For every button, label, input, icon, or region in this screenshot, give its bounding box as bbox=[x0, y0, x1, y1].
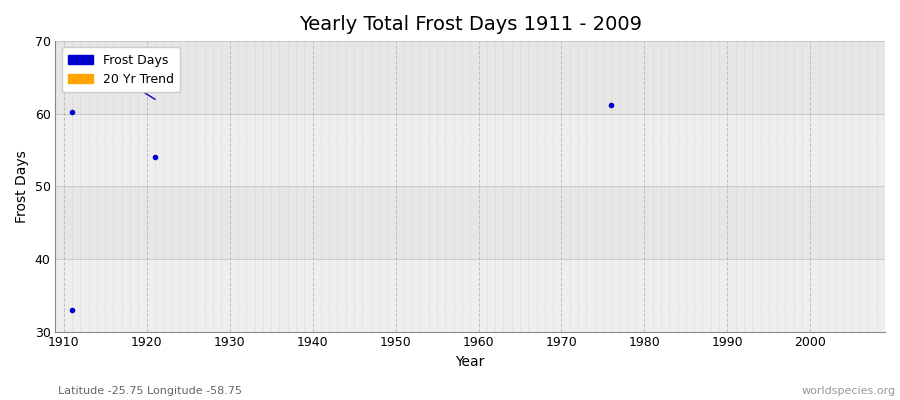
Point bbox=[65, 108, 79, 115]
Bar bbox=[56, 114, 885, 186]
Text: worldspecies.org: worldspecies.org bbox=[801, 386, 896, 396]
Point bbox=[65, 306, 79, 313]
Title: Yearly Total Frost Days 1911 - 2009: Yearly Total Frost Days 1911 - 2009 bbox=[299, 15, 642, 34]
Point bbox=[604, 102, 618, 108]
X-axis label: Year: Year bbox=[455, 355, 485, 369]
Y-axis label: Frost Days: Frost Days bbox=[15, 150, 29, 223]
Point bbox=[148, 154, 162, 160]
Bar bbox=[56, 186, 885, 259]
Legend: Frost Days, 20 Yr Trend: Frost Days, 20 Yr Trend bbox=[62, 47, 180, 92]
Bar bbox=[56, 41, 885, 114]
Text: Latitude -25.75 Longitude -58.75: Latitude -25.75 Longitude -58.75 bbox=[58, 386, 242, 396]
Bar bbox=[56, 259, 885, 332]
